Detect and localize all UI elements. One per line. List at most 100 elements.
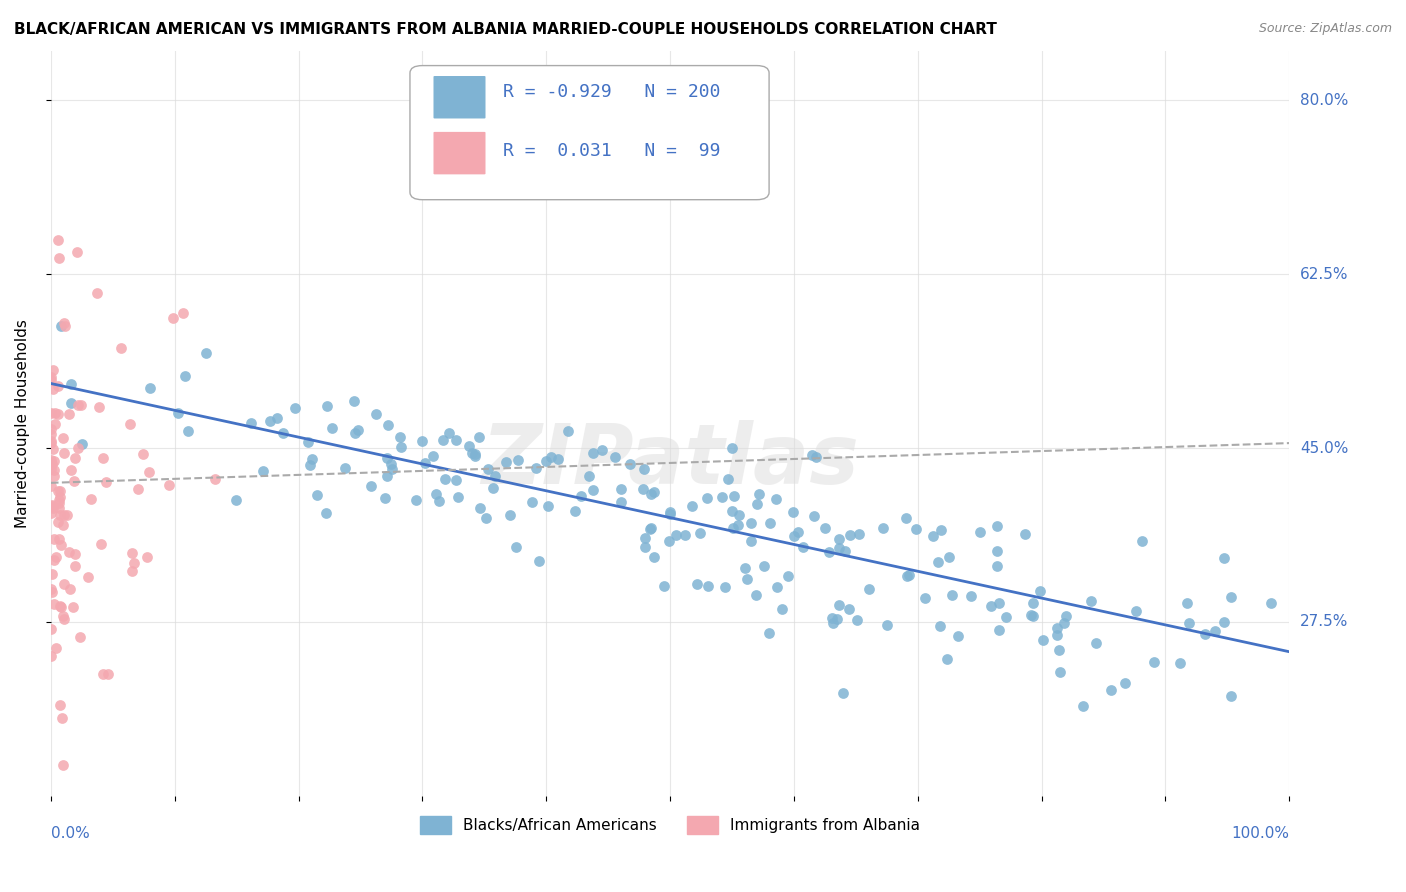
Point (48, 501, 70, 516)
Point (172, 306, 194, 320)
Point (564, 504, 586, 518)
Point (53, 508, 76, 523)
Point (838, 602, 860, 616)
Point (46, 407, 69, 421)
Point (776, 569, 799, 583)
Point (638, 522, 661, 536)
Point (48, 490, 70, 504)
Point (121, 546, 143, 560)
Point (828, 532, 851, 546)
Point (44, 469, 66, 483)
Point (425, 487, 447, 501)
Point (1022, 596, 1045, 610)
Point (557, 424, 579, 438)
Point (1177, 595, 1199, 609)
Point (728, 508, 751, 522)
Point (321, 421, 343, 435)
Point (39, 436, 62, 450)
Point (41, 406, 63, 420)
Point (1080, 594, 1102, 608)
Point (297, 435, 319, 450)
Point (734, 561, 756, 575)
Point (524, 461, 547, 475)
Point (77, 570, 100, 584)
Point (689, 526, 711, 541)
Point (914, 591, 936, 605)
Point (53, 612, 76, 626)
Point (821, 611, 844, 625)
Point (1099, 682, 1122, 697)
Point (1084, 636, 1107, 650)
Point (1260, 596, 1282, 610)
Point (41, 457, 63, 471)
Point (42, 597, 65, 611)
Point (135, 549, 157, 564)
Point (658, 505, 681, 519)
Point (1071, 698, 1094, 713)
Point (41, 500, 63, 515)
Point (609, 482, 631, 496)
Point (381, 462, 404, 476)
Point (609, 494, 631, 508)
Point (80, 491, 103, 506)
Point (60, 463, 83, 477)
Point (748, 487, 770, 501)
Point (41, 499, 63, 513)
Point (643, 550, 665, 565)
Point (770, 601, 793, 615)
Point (685, 577, 707, 591)
Point (605, 450, 627, 464)
Point (1213, 615, 1236, 629)
Point (48, 492, 70, 507)
Point (801, 448, 824, 462)
Point (121, 564, 143, 578)
Point (619, 457, 641, 471)
Point (39, 648, 62, 663)
Point (46, 233, 69, 247)
Point (714, 580, 737, 594)
Text: 27.5%: 27.5% (1301, 615, 1348, 630)
Point (505, 540, 527, 554)
Point (745, 588, 768, 602)
Point (1143, 655, 1166, 669)
Point (374, 491, 396, 506)
Point (39, 457, 62, 471)
Point (1021, 608, 1043, 623)
Point (717, 472, 740, 486)
Point (1220, 591, 1243, 605)
Text: Source: ZipAtlas.com: Source: ZipAtlas.com (1258, 22, 1392, 36)
Point (138, 465, 160, 479)
Point (72, 437, 94, 451)
Point (547, 452, 569, 467)
Point (591, 443, 613, 458)
Point (697, 579, 720, 593)
Point (42, 442, 65, 457)
Point (481, 481, 503, 495)
Point (55, 318, 77, 333)
Point (1047, 643, 1070, 657)
Point (195, 345, 218, 359)
Point (721, 521, 744, 535)
Point (120, 417, 142, 431)
Point (204, 471, 226, 485)
Point (132, 447, 155, 461)
Point (39, 462, 62, 476)
Point (723, 489, 745, 503)
Point (936, 651, 959, 665)
Point (582, 446, 605, 460)
Point (375, 451, 398, 466)
Point (42, 454, 65, 468)
Point (673, 528, 696, 542)
Point (63, 558, 86, 573)
Point (301, 451, 323, 466)
Text: 0.0%: 0.0% (51, 826, 90, 841)
Point (727, 518, 749, 533)
Point (821, 615, 844, 630)
Point (39, 373, 62, 387)
Point (904, 522, 927, 536)
Point (792, 540, 814, 554)
Point (825, 611, 848, 625)
Point (39, 478, 62, 492)
Point (876, 618, 898, 632)
Point (499, 508, 522, 522)
